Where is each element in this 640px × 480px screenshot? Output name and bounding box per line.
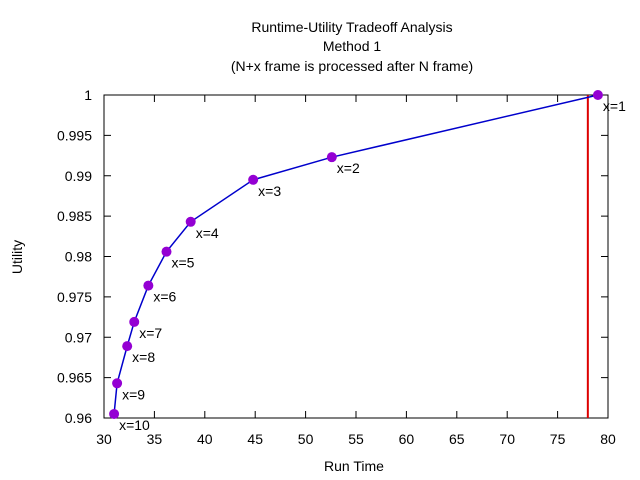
x-tick-label: 80 [600, 431, 616, 447]
y-tick-label: 0.99 [65, 168, 92, 184]
x-tick-label: 45 [247, 431, 263, 447]
series-markers [109, 90, 603, 419]
y-tick-label: 0.96 [65, 410, 92, 426]
y-tick-label: 0.965 [57, 370, 92, 386]
series-line [113, 94, 599, 415]
data-point-label: x=3 [258, 183, 281, 199]
data-point-marker [112, 378, 123, 389]
y-tick-label: 0.975 [57, 289, 92, 305]
chart-title-line-1: Runtime-Utility Tradeoff Analysis [251, 19, 452, 35]
plot-border [103, 94, 609, 419]
data-point-label: x=4 [196, 225, 219, 241]
chart-title-line-2: Method 1 [323, 38, 382, 54]
y-tick-label: 0.97 [65, 329, 92, 345]
y-axis-label: Utility [9, 240, 25, 274]
data-point-marker [161, 246, 172, 257]
data-point-label: x=5 [171, 255, 194, 271]
data-point-marker [248, 174, 259, 185]
x-axis-label: Run Time [324, 458, 384, 474]
y-tick-label: 0.985 [57, 208, 92, 224]
data-point-marker [592, 90, 603, 100]
x-tick-label: 70 [499, 431, 515, 447]
data-point-marker [122, 341, 133, 352]
data-point-marker [326, 152, 337, 163]
point-labels: x=1 x=2 x=3 x=4x=5 x=6 x=7 x=8 x=9 x=10 [119, 98, 626, 433]
x-tick-label: 50 [298, 431, 314, 447]
y-tick-label: 0.995 [57, 127, 92, 143]
data-point-label: x=8 [132, 349, 155, 365]
data-point-marker [129, 316, 140, 327]
data-point-marker [109, 408, 120, 419]
y-axis-ticks: 0.96 0.965 0.97 0.975 0.98 0.985 0.99 0.995 1 [57, 87, 608, 426]
data-point-label: x=6 [153, 289, 176, 305]
data-point-label: x=9 [122, 386, 145, 402]
data-point-marker [185, 216, 196, 227]
x-axis-ticks: 30 35 40 45 50 55 60 65 70 75 80 [96, 95, 616, 447]
x-tick-label: 65 [449, 431, 465, 447]
data-point-label: x=10 [119, 417, 150, 433]
y-tick-label: 0.98 [65, 249, 92, 265]
data-point-label: x=1 [603, 98, 626, 114]
chart-title-line-3: (N+x frame is processed after N frame) [231, 58, 473, 74]
x-tick-label: 75 [550, 431, 566, 447]
x-tick-label: 30 [96, 431, 112, 447]
x-tick-label: 35 [147, 431, 163, 447]
data-point-marker [143, 280, 154, 291]
x-tick-label: 40 [197, 431, 213, 447]
y-tick-label: 1 [84, 87, 92, 103]
data-point-label: x=7 [139, 325, 162, 341]
x-tick-label: 60 [399, 431, 415, 447]
x-tick-label: 55 [348, 431, 364, 447]
data-point-label: x=2 [337, 160, 360, 176]
